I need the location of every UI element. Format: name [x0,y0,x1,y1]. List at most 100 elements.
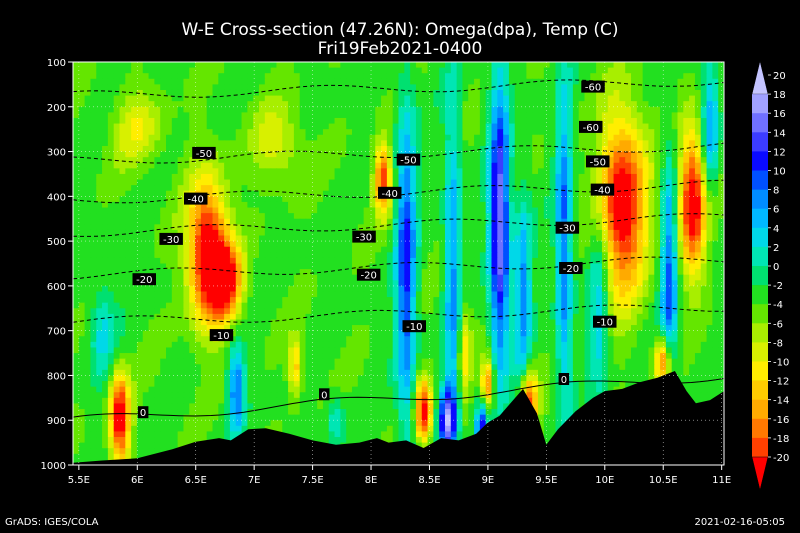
field-cell [334,140,341,147]
field-cell [381,145,388,153]
field-cell [259,252,266,259]
field-cell [532,190,539,197]
field-cell [293,73,301,80]
field-cell [206,201,214,209]
field-cell [485,269,493,276]
field-cell [322,162,330,169]
field-cell [229,190,237,197]
field-cell [601,84,609,91]
field-cell [712,235,719,242]
field-cell [497,201,504,209]
field-cell [200,157,208,164]
field-cell [689,145,696,153]
field-cell [642,168,650,175]
field-cell [561,151,568,158]
field-cell [445,213,452,220]
field-cell [607,274,615,281]
field-cell [607,269,615,276]
field-cell [410,145,417,153]
field-cell [381,196,388,203]
field-cell [218,140,225,147]
field-cell [665,151,673,158]
field-cell [596,173,603,181]
field-cell [142,162,150,169]
field-cell [601,95,609,102]
field-cell [305,213,312,220]
field-cell [386,157,394,164]
field-cell [282,106,289,113]
field-cell [73,285,80,293]
field-cell [253,101,260,108]
field-cell [677,224,684,231]
field-cell [549,201,557,209]
field-cell [148,89,155,97]
field-cell [474,123,481,130]
field-cell [392,106,400,113]
field-cell [90,78,97,85]
field-cell [555,291,562,298]
field-cell [241,207,248,214]
field-cell [136,263,144,270]
field-cell [450,224,458,231]
field-cell [439,78,446,85]
field-cell [247,78,254,85]
field-cell [183,263,190,270]
field-cell [259,297,266,304]
field-cell [293,134,301,141]
field-cell [660,257,667,265]
field-cell [712,117,719,125]
field-cell [224,140,231,147]
field-cell [572,145,580,153]
field-cell [503,89,510,97]
field-cell [700,73,708,80]
field-cell [276,151,283,158]
field-cell [538,168,545,175]
field-cell [636,269,644,276]
field-cell [503,123,510,130]
field-cell [433,263,440,270]
field-cell [381,269,388,276]
field-cell [526,67,533,74]
field-cell [683,241,690,248]
field-cell [386,213,394,220]
field-cell [276,274,283,281]
field-cell [450,201,458,209]
field-cell [538,73,545,80]
field-cell [241,297,248,304]
field-cell [555,89,562,97]
field-cell [712,140,719,147]
field-cell [299,129,307,136]
field-cell [311,269,318,276]
field-cell [334,162,341,169]
field-cell [398,235,405,242]
field-cell [474,263,481,270]
field-cell [665,145,673,153]
field-cell [241,280,248,287]
field-cell [694,207,702,214]
field-cell [90,151,97,158]
field-cell [578,302,586,309]
field-cell [352,241,359,248]
field-cell [322,95,330,102]
field-cell [293,95,301,102]
field-cell [282,157,289,164]
field-cell [625,297,632,304]
field-cell [689,151,696,158]
field-cell [660,117,667,125]
field-cell [706,252,713,259]
field-cell [561,67,568,74]
field-cell [293,196,301,203]
field-cell [259,73,266,80]
field-cell [288,196,295,203]
field-cell [549,62,557,69]
field-cell [415,274,423,281]
field-cell [212,308,219,315]
field-cell [288,297,295,304]
field-cell [189,224,196,231]
field-cell [497,157,504,164]
field-cell [439,117,446,125]
field-cell [212,218,219,225]
field-cell [590,297,597,304]
field-cell [340,101,347,108]
field-cell [578,151,586,158]
